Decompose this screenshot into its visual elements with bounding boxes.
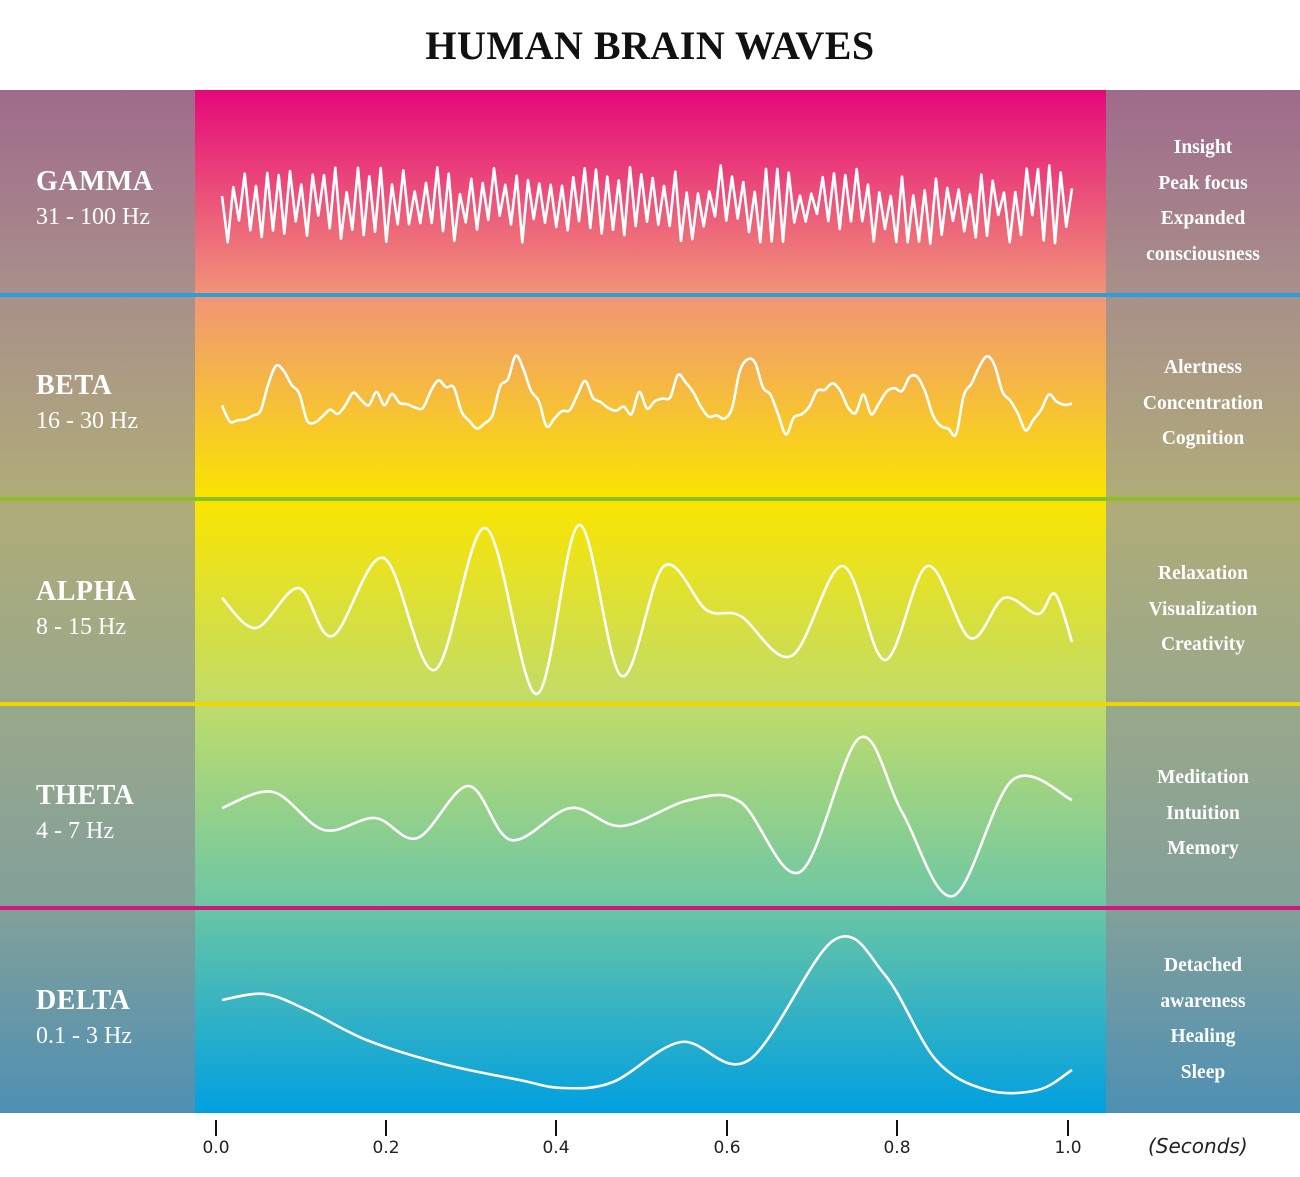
axis-tick-label: 0.6 bbox=[713, 1138, 741, 1158]
axis-tick-label: 0.4 bbox=[542, 1138, 570, 1158]
band-label-theta: THETA 4 - 7 Hz bbox=[36, 780, 134, 845]
wave-delta bbox=[221, 934, 1073, 1095]
effect-line: Healing bbox=[1170, 1026, 1236, 1048]
effects-gamma: Insight Peak focus Expanded consciousness bbox=[1106, 130, 1300, 272]
effect-line: Sleep bbox=[1180, 1061, 1226, 1083]
effect-line: Visualization bbox=[1148, 598, 1258, 620]
band-name: DELTA bbox=[36, 985, 131, 1016]
effects-delta: Detached awareness Healing Sleep bbox=[1106, 948, 1300, 1090]
axis-tick-label: 0.2 bbox=[372, 1138, 400, 1158]
axis-tick-label: 0.8 bbox=[883, 1138, 911, 1158]
effect-line: Relaxation bbox=[1158, 563, 1248, 584]
wave-beta bbox=[220, 354, 1073, 438]
wave-alpha bbox=[221, 523, 1074, 696]
band-frequency: 4 - 7 Hz bbox=[36, 818, 114, 844]
wave-gamma bbox=[220, 164, 1074, 245]
left-panel bbox=[0, 90, 195, 1113]
band-label-gamma: GAMMA 31 - 100 Hz bbox=[36, 166, 154, 231]
band-name: BETA bbox=[36, 370, 113, 401]
diagram-title: HUMAN BRAIN WAVES bbox=[425, 23, 875, 68]
effect-line: Alertness bbox=[1164, 357, 1242, 378]
wave-traces bbox=[220, 164, 1074, 1095]
band-label-beta: BETA 16 - 30 Hz bbox=[36, 370, 138, 435]
band-label-alpha: ALPHA 8 - 15 Hz bbox=[36, 576, 137, 641]
band-frequency: 31 - 100 Hz bbox=[36, 204, 150, 230]
band-name: THETA bbox=[36, 780, 135, 811]
effect-line: Meditation bbox=[1156, 767, 1250, 788]
divider-beta bbox=[0, 497, 1300, 501]
band-name: ALPHA bbox=[36, 576, 137, 607]
axis-unit-label: (Seconds) bbox=[1148, 1134, 1248, 1158]
band-label-delta: DELTA 0.1 - 3 Hz bbox=[36, 985, 132, 1050]
effect-line: Concentration bbox=[1142, 392, 1264, 414]
effect-line: Expanded bbox=[1160, 208, 1246, 230]
effects-alpha: Relaxation Visualization Creativity bbox=[1106, 556, 1300, 663]
band-name: GAMMA bbox=[36, 166, 154, 197]
divider-gamma bbox=[0, 293, 1300, 297]
effect-line: Cognition bbox=[1161, 428, 1245, 450]
axis-tick-label: 1.0 bbox=[1054, 1138, 1082, 1158]
effect-line: Memory bbox=[1167, 838, 1239, 860]
effect-line: consciousness bbox=[1146, 243, 1260, 265]
divider-alpha bbox=[0, 702, 1300, 706]
effect-line: Intuition bbox=[1166, 802, 1240, 824]
wave-theta bbox=[221, 735, 1073, 898]
band-frequency: 16 - 30 Hz bbox=[36, 408, 138, 434]
band-frequency: 0.1 - 3 Hz bbox=[36, 1023, 132, 1049]
effect-line: Creativity bbox=[1160, 634, 1246, 656]
band-frequency: 8 - 15 Hz bbox=[36, 614, 126, 640]
effect-line: Insight bbox=[1173, 137, 1233, 158]
effect-line: Peak focus bbox=[1158, 172, 1248, 194]
right-panel bbox=[1106, 90, 1300, 1113]
divider-theta bbox=[0, 906, 1300, 910]
effects-theta: Meditation Intuition Memory bbox=[1106, 760, 1300, 867]
effects-beta: Alertness Concentration Cognition bbox=[1106, 350, 1300, 457]
time-axis bbox=[215, 1120, 1069, 1136]
band-dividers bbox=[0, 293, 1300, 910]
effect-line: awareness bbox=[1160, 990, 1246, 1012]
effect-line: Detached bbox=[1164, 955, 1242, 976]
axis-tick-label: 0.0 bbox=[202, 1138, 230, 1158]
